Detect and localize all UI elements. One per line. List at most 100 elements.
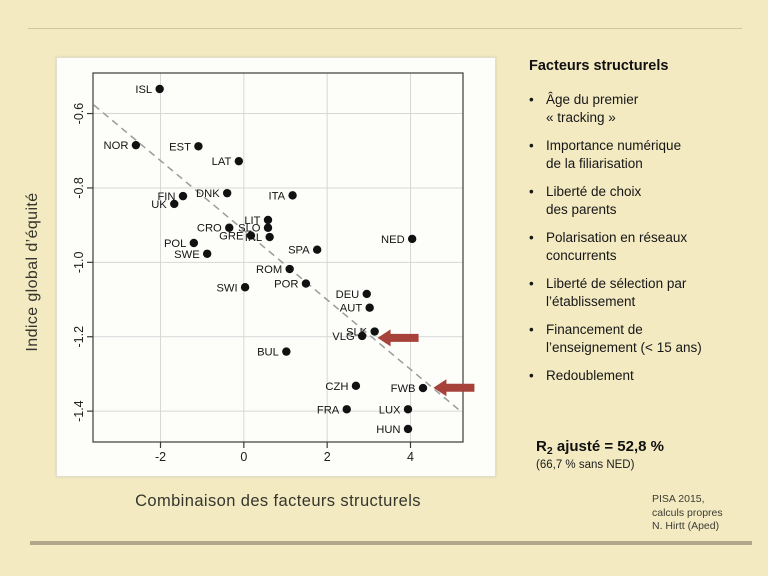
factors-panel: Facteurs structurels • Âge du premier « t… xyxy=(529,58,767,395)
data-point-EST xyxy=(194,142,203,151)
country-label-FWB: FWB xyxy=(391,383,416,395)
scatter-plot: -2 0 2 4 -0.6 -0.8 -1.0 -1.2 -1.4 ISL NOR EST LAT DNK… xyxy=(72,72,475,464)
country-label-FIN: FIN xyxy=(157,191,175,203)
country-label-ISL: ISL xyxy=(135,84,152,96)
data-point-SPA xyxy=(312,245,322,254)
data-point-DEU xyxy=(362,289,371,299)
r2-note: (66,7 % sans NED) xyxy=(536,459,635,471)
bullet-marker: • xyxy=(529,92,534,107)
country-label-SWI: SWI xyxy=(216,282,237,294)
y-tick-label: -1.2 xyxy=(72,326,86,348)
data-point-LIT xyxy=(263,215,273,225)
data-point-HUN xyxy=(403,424,413,434)
country-label-SLO: SLO xyxy=(238,223,261,235)
factor-item: • Liberté de choix des parents xyxy=(529,183,767,219)
data-point-POR xyxy=(301,279,311,288)
x-tick-label: -2 xyxy=(155,450,166,464)
country-label-AUT: AUT xyxy=(340,303,363,315)
data-point-ISL xyxy=(155,84,164,94)
bullet-marker: • xyxy=(529,322,534,337)
factor-item: • Liberté de sélection par l’établissemen… xyxy=(529,275,767,311)
x-axis-title: Combinaison des facteurs structurels xyxy=(135,492,421,510)
top-divider xyxy=(28,28,742,29)
highlight-arrow xyxy=(377,329,419,347)
country-label-CZH: CZH xyxy=(325,381,348,393)
factor-item-text: Liberté de choix des parents xyxy=(546,184,642,217)
data-point-GRE xyxy=(246,231,256,240)
data-point-FWB xyxy=(418,383,428,393)
y-axis-title: Indice global d’équité xyxy=(24,192,41,352)
factor-item: • Importance numérique de la filiarisatio… xyxy=(529,137,767,173)
factor-item-text: Redoublement xyxy=(546,368,634,383)
bullet-marker: • xyxy=(529,230,534,245)
data-point-NOR xyxy=(131,140,141,150)
bullet-marker: • xyxy=(529,368,534,383)
source-note: PISA 2015, calculs propres N. Hirtt (Ape… xyxy=(652,493,723,532)
data-point-LUX xyxy=(403,405,413,414)
x-tick-label: 4 xyxy=(407,450,414,464)
data-point-CZH xyxy=(351,381,361,391)
factor-item: • Polarisation en réseaux concurrents xyxy=(529,229,767,265)
data-point-ROM xyxy=(285,264,294,274)
country-label-VLG: VLG xyxy=(332,331,354,343)
r2-value: R2 ajusté = 52,8 % xyxy=(536,438,665,457)
country-label-ITA: ITA xyxy=(269,190,286,202)
country-label-CRO: CRO xyxy=(197,223,222,235)
country-label-LIT: LIT xyxy=(244,215,260,227)
highlight-arrow xyxy=(433,379,475,397)
country-label-NOR: NOR xyxy=(104,140,129,152)
data-point-BUL xyxy=(282,347,291,356)
country-label-ROM: ROM xyxy=(256,264,282,276)
data-point-NED xyxy=(407,234,417,244)
factor-item-text: Polarisation en réseaux concurrents xyxy=(546,230,688,263)
country-label-NED: NED xyxy=(381,234,405,246)
country-label-UK: UK xyxy=(151,199,167,211)
data-point-CRO xyxy=(225,223,234,232)
country-label-EST: EST xyxy=(169,141,191,153)
country-label-HUN: HUN xyxy=(376,424,400,436)
country-label-SWE: SWE xyxy=(174,249,199,261)
x-tick-label: 0 xyxy=(240,450,247,464)
factors-list: • Âge du premier « tracking » • Importance … xyxy=(529,91,767,385)
data-point-AUT xyxy=(365,303,374,312)
data-point-SWE xyxy=(202,249,212,258)
country-label-GRE: GRE xyxy=(219,231,243,243)
y-tick-label: -1.0 xyxy=(72,252,86,274)
data-point-FRA xyxy=(342,405,351,414)
country-label-FRA: FRA xyxy=(317,404,340,416)
data-point-SLO xyxy=(263,223,273,232)
country-label-POR: POR xyxy=(274,279,298,291)
y-tick-label: -1.4 xyxy=(72,400,86,422)
trend-line xyxy=(93,104,461,412)
country-label-LUX: LUX xyxy=(379,404,401,416)
data-point-SWI xyxy=(240,283,250,292)
y-tick-label: -0.8 xyxy=(72,177,86,199)
country-label-DNK: DNK xyxy=(196,188,220,200)
factor-item-text: Âge du premier « tracking » xyxy=(546,92,639,125)
bottom-divider xyxy=(30,541,752,545)
data-point-UK xyxy=(170,199,179,209)
factor-item: • Redoublement xyxy=(529,367,767,385)
plot-frame xyxy=(92,72,464,443)
x-tick-label: 2 xyxy=(324,450,331,464)
y-tick-label: -0.6 xyxy=(72,103,86,125)
r-squared-block: R2 ajusté = 52,8 % (66,7 % sans NED) xyxy=(536,438,664,471)
data-point-IRL xyxy=(265,232,274,242)
factor-item-text: Financement de l’enseignement (< 15 ans) xyxy=(546,322,702,355)
scatter-plot-panel: -2 0 2 4 -0.6 -0.8 -1.0 -1.2 -1.4 ISL NOR EST LAT DNK… xyxy=(56,57,496,477)
factor-item-text: Liberté de sélection par l’établissement xyxy=(546,276,687,309)
country-label-POL: POL xyxy=(164,238,186,250)
data-point-ITA xyxy=(288,191,297,200)
factor-item-text: Importance numérique de la filiarisation xyxy=(546,138,682,171)
data-point-FIN xyxy=(178,191,188,201)
data-point-LAT xyxy=(234,156,244,166)
data-point-SLK xyxy=(370,327,379,336)
country-label-SPA: SPA xyxy=(288,245,310,257)
bullet-marker: • xyxy=(529,276,534,291)
country-label-IRL: IRL xyxy=(245,232,262,244)
bullet-marker: • xyxy=(529,184,534,199)
factors-heading: Facteurs structurels xyxy=(529,58,669,74)
data-point-POL xyxy=(189,238,199,248)
data-point-VLG xyxy=(357,331,367,341)
bullet-marker: • xyxy=(529,138,534,153)
